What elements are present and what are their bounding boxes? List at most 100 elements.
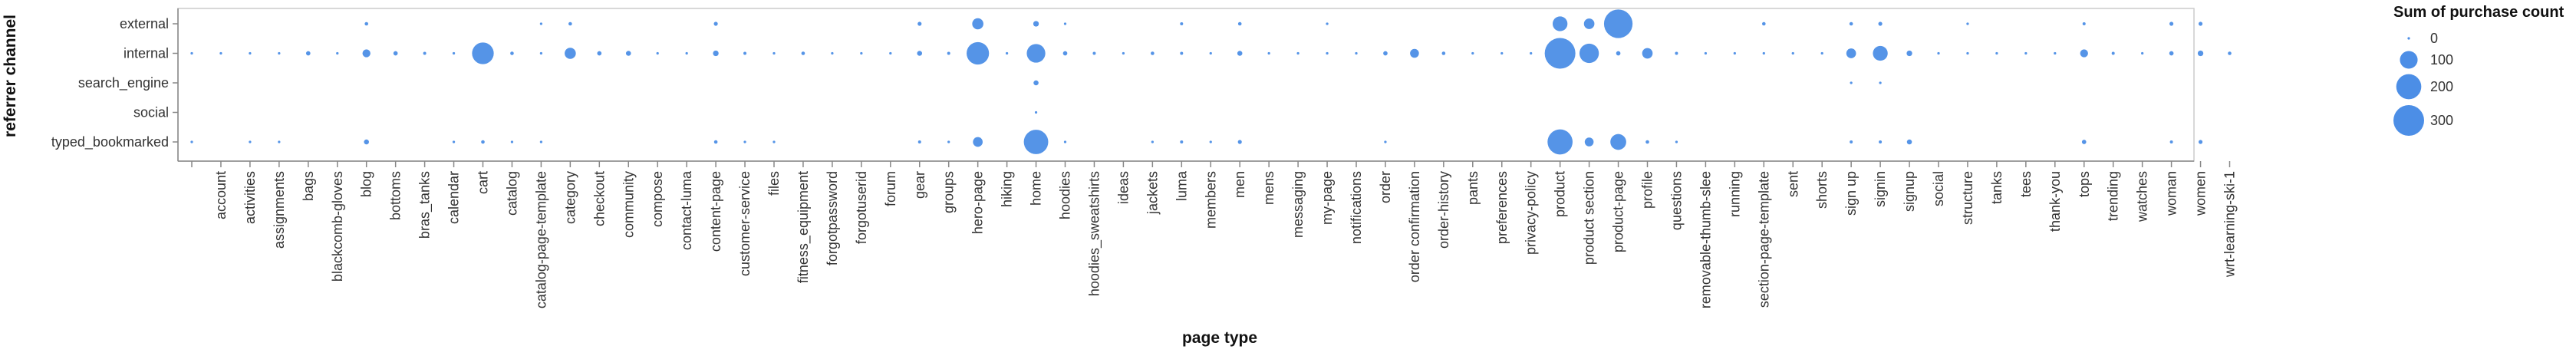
x-tick-label: calendar [446, 171, 462, 224]
data-point [1547, 129, 1573, 155]
data-point [1966, 22, 1969, 25]
data-point [1675, 140, 1678, 143]
x-tick-label: community [621, 171, 636, 238]
data-point [2198, 140, 2203, 144]
data-point [1603, 9, 1633, 38]
data-point [2080, 49, 2088, 58]
x-tick-label: hero-page [970, 171, 986, 234]
x-tick-label: gear [912, 171, 927, 199]
data-point [1410, 48, 1419, 58]
data-point [190, 140, 193, 143]
data-point [1033, 80, 1039, 86]
data-point [1441, 51, 1446, 55]
data-point [1791, 51, 1794, 55]
x-tick-label: running [1727, 171, 1742, 217]
x-tick-label: section-page-template [1756, 171, 1771, 308]
data-point [2111, 51, 2115, 55]
legend-items: 0 100 200 300 [2393, 31, 2453, 136]
data-point [947, 140, 950, 143]
data-point [1544, 38, 1576, 69]
data-point [1296, 51, 1300, 55]
data-point [1005, 51, 1009, 55]
data-point [1820, 51, 1823, 55]
data-point [472, 42, 494, 64]
x-tick-label: signup [1902, 171, 1917, 212]
x-tick-label: activities [242, 171, 258, 224]
data-point [1761, 21, 1766, 26]
data-point [917, 21, 922, 26]
data-point [1500, 51, 1504, 55]
x-tick-label: privacy-policy [1524, 171, 1539, 255]
x-tick-label: bottoms [388, 171, 404, 220]
x-tick-label: blackcomb-gloves [330, 171, 345, 282]
data-point [1878, 21, 1883, 26]
x-tick-label: signin [1873, 171, 1888, 207]
x-tick-label: preferences [1494, 171, 1510, 244]
x-tick-label: notifications [1349, 171, 1364, 244]
x-tick-label: sign up [1843, 171, 1859, 216]
x-tick-label: category [562, 171, 578, 224]
x-tick-label: bags [301, 171, 316, 201]
x-tick-label: catalog [504, 171, 519, 216]
data-point [1995, 51, 1998, 55]
data-point [1267, 51, 1270, 55]
data-point [1063, 140, 1067, 143]
data-point [305, 51, 311, 56]
data-points [190, 9, 2232, 155]
x-tick-label: my-page [1319, 171, 1335, 225]
y-tick-label: typed_bookmarked [51, 134, 169, 150]
x-tick-label: forum [883, 171, 898, 206]
x-tick-label: wrt-learning-ski-1 [2222, 171, 2238, 278]
data-point [1180, 51, 1184, 55]
data-point [249, 51, 252, 55]
data-point [1237, 21, 1242, 26]
data-point [917, 51, 923, 56]
data-point [1762, 51, 1765, 55]
data-point [539, 51, 543, 55]
data-point [510, 140, 514, 143]
data-point [1384, 140, 1387, 143]
legend-symbol [2407, 37, 2410, 40]
data-point [1122, 51, 1125, 55]
data-point [772, 140, 776, 143]
x-tick-label: trending [2106, 171, 2121, 221]
data-point [2024, 51, 2028, 55]
x-axis: account activities assignments bags blackcom… [178, 160, 2238, 308]
data-point [972, 18, 983, 30]
data-point [1584, 137, 1594, 147]
y-tick-label: social [133, 105, 169, 120]
data-point [481, 140, 485, 144]
data-point [1850, 81, 1853, 84]
x-tick-label: bras_tanks [417, 171, 433, 239]
data-point [452, 51, 456, 55]
x-tick-label: questions [1668, 171, 1684, 230]
data-point [1642, 48, 1653, 59]
x-tick-label: catalog-page-template [533, 171, 548, 308]
data-point [1733, 51, 1736, 55]
data-point [917, 140, 921, 143]
x-tick-label: hoodies [1058, 171, 1073, 219]
x-tick-label: product section [1582, 171, 1597, 265]
x-tick-label: content-page [708, 171, 723, 252]
data-point [1092, 51, 1096, 55]
data-point [685, 51, 688, 55]
data-point [1879, 81, 1882, 84]
x-tick-label: account [213, 171, 229, 219]
data-point [1879, 140, 1883, 143]
x-tick-label: profile [1640, 171, 1655, 209]
data-point [1062, 51, 1068, 56]
data-point [1616, 51, 1621, 56]
data-point [1937, 51, 1940, 55]
data-point [1180, 140, 1184, 143]
data-point [1383, 51, 1388, 56]
x-tick-label: women [2193, 171, 2209, 216]
data-point [860, 51, 863, 55]
x-tick-label: order confirmation [1407, 171, 1422, 282]
legend-title: Sum of purchase count [2393, 4, 2564, 21]
data-point [1552, 16, 1568, 31]
data-point [973, 137, 983, 147]
data-point [743, 51, 747, 55]
